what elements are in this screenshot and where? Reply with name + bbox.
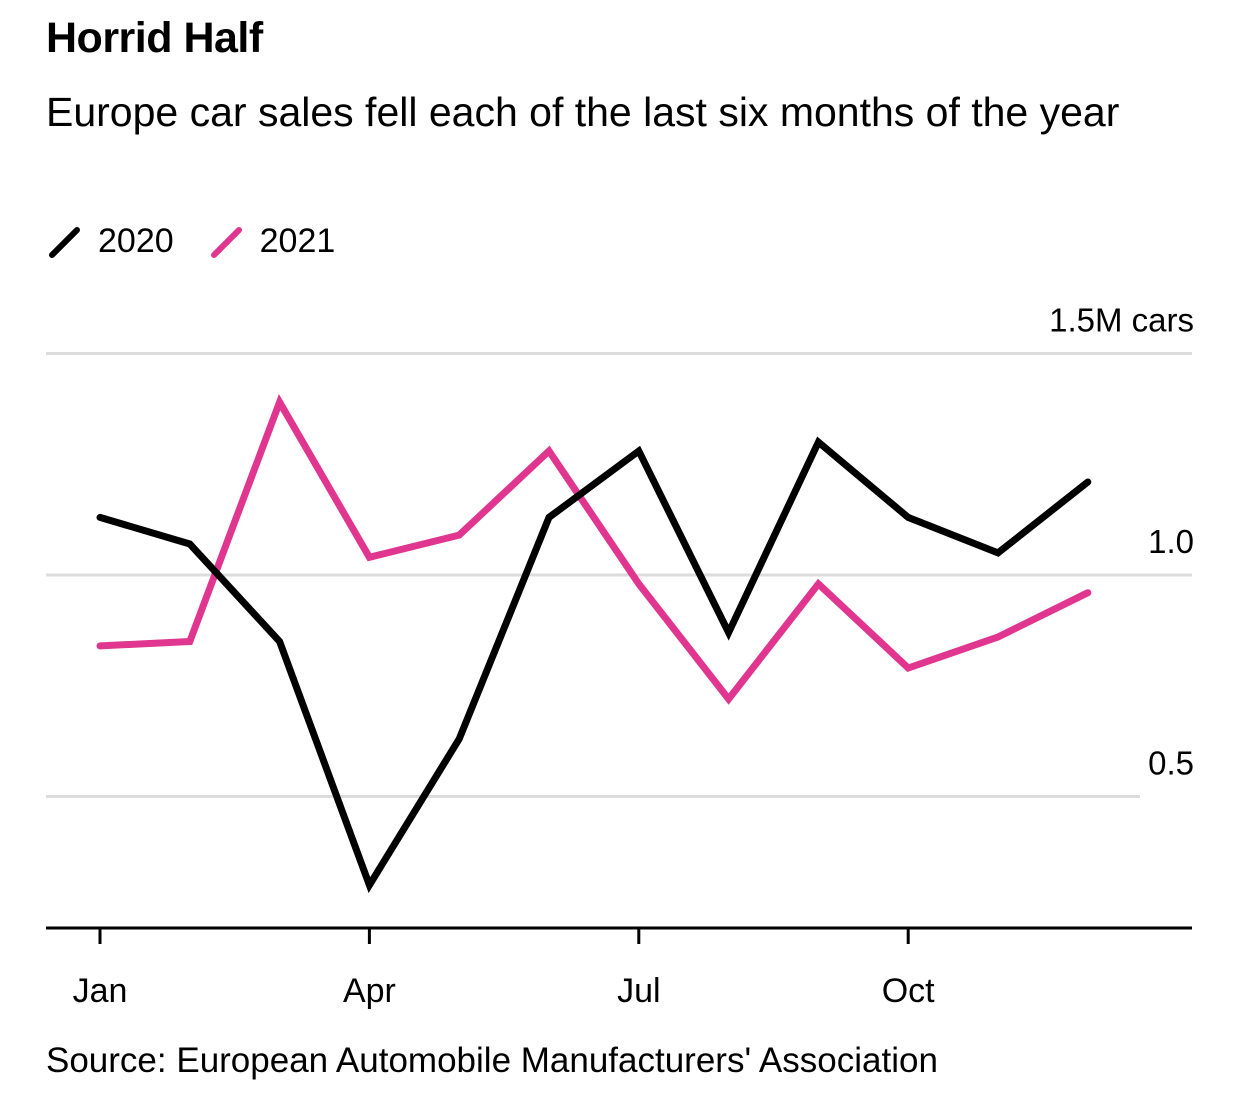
legend-label-2021: 2021 — [259, 222, 336, 260]
legend-label-2020: 2020 — [98, 222, 174, 260]
legend-swatch-2021 — [210, 226, 242, 258]
source-note: Source: European Automobile Manufacturer… — [46, 1041, 938, 1080]
legend-item-2021: 2021 — [208, 222, 336, 261]
y-tick-label: 1.5M cars — [1049, 302, 1194, 339]
x-tick-label: Oct — [882, 972, 935, 1010]
series-line-2021 — [96, 394, 1092, 705]
legend: 2020 2021 — [46, 222, 369, 261]
legend-item-2020: 2020 — [46, 222, 174, 261]
y-tick-label: 1.0 — [1148, 523, 1194, 560]
y-tick-label: 0.5 — [1148, 745, 1194, 782]
x-tick-label: Apr — [343, 972, 396, 1010]
line-chart: 1.5M cars 1.0 0.5 Jan Apr Jul Oct — [46, 302, 1194, 1010]
series-line-2020 — [96, 436, 1092, 894]
chart-subtitle: Europe car sales fell each of the last s… — [46, 89, 1120, 135]
x-tick-label: Jul — [617, 972, 660, 1010]
x-tick-label: Jan — [73, 972, 128, 1010]
chart-title: Horrid Half — [46, 14, 263, 62]
legend-swatch-2020 — [49, 226, 80, 258]
